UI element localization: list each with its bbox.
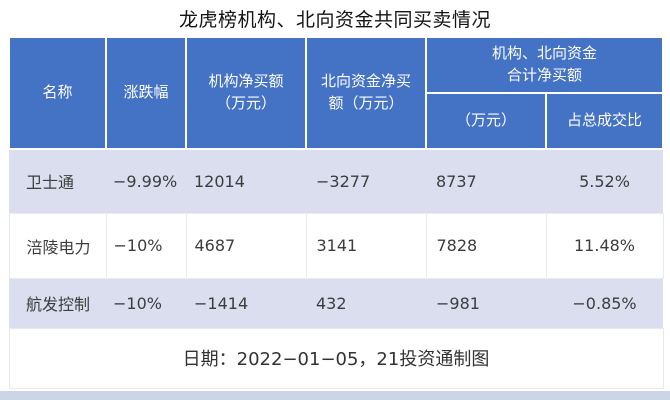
col-header-change: 涨跌幅 bbox=[105, 36, 187, 150]
cell-change-pct: −9.99% bbox=[106, 149, 186, 213]
cell-total-net-buy: −981 bbox=[426, 278, 546, 328]
cell-change-pct: −10% bbox=[106, 278, 186, 328]
table-row: 涪陵电力 −10% 4687 3141 7828 11.48% bbox=[8, 212, 664, 279]
table-row: 卫士通 −9.99% 12014 −3277 8737 5.52% bbox=[9, 149, 664, 213]
col-header-group-line1: 机构、北向资金 bbox=[492, 44, 598, 63]
col-header-north-line1: 北向资金净买 bbox=[320, 72, 411, 91]
page-title: 龙虎榜机构、北向资金共同买卖情况 bbox=[178, 8, 491, 31]
col-header-inst-net-buy: 机构净买额 （万元） bbox=[185, 36, 307, 150]
cell-inst-net-buy: 4687 bbox=[185, 212, 307, 279]
col-header-north-line2: 额（万元） bbox=[328, 94, 404, 112]
col-header-combined-ratio: 占总成交比 bbox=[544, 92, 665, 150]
footer-note: 日期：2022−01−05，21投资通制图 bbox=[8, 327, 664, 389]
col-header-combined-group: 机构、北向资金 合计净买额 bbox=[424, 36, 665, 94]
cell-total-net-buy: 8737 bbox=[426, 149, 546, 213]
cell-north-net-buy: −3277 bbox=[306, 149, 426, 213]
cell-turnover-ratio: 11.48% bbox=[545, 212, 664, 279]
cell-change-pct: −10% bbox=[105, 212, 187, 279]
cell-stock-name: 航发控制 bbox=[9, 278, 106, 328]
cell-stock-name: 卫士通 bbox=[9, 149, 106, 213]
col-header-north-net-buy: 北向资金净买 额（万元） bbox=[305, 36, 427, 150]
cell-north-net-buy: 432 bbox=[306, 278, 426, 328]
data-table: 名称 涨跌幅 机构净买额 （万元） 北向资金净买 额（万元） 机构、北向资金 合… bbox=[8, 36, 665, 389]
col-header-combined-amount: （万元） bbox=[425, 92, 547, 150]
cell-inst-net-buy: 12014 bbox=[186, 149, 306, 213]
table-row: 航发控制 −10% −1414 432 −981 −0.85% bbox=[9, 278, 664, 328]
cell-north-net-buy: 3141 bbox=[305, 212, 427, 279]
cell-inst-net-buy: −1414 bbox=[186, 278, 306, 328]
col-header-inst-line1: 机构净买额 bbox=[208, 72, 284, 91]
col-header-name: 名称 bbox=[8, 36, 107, 150]
col-header-inst-line2: （万元） bbox=[215, 94, 276, 112]
col-header-group-line2: 合计净买额 bbox=[507, 66, 583, 84]
cell-stock-name: 涪陵电力 bbox=[8, 212, 107, 279]
footer-row: 日期：2022−01−05，21投资通制图 bbox=[8, 327, 664, 389]
cell-total-net-buy: 7828 bbox=[425, 212, 547, 279]
bottom-edge-strip bbox=[0, 391, 670, 400]
cell-turnover-ratio: −0.85% bbox=[546, 278, 664, 328]
cell-turnover-ratio: 5.52% bbox=[546, 149, 664, 213]
